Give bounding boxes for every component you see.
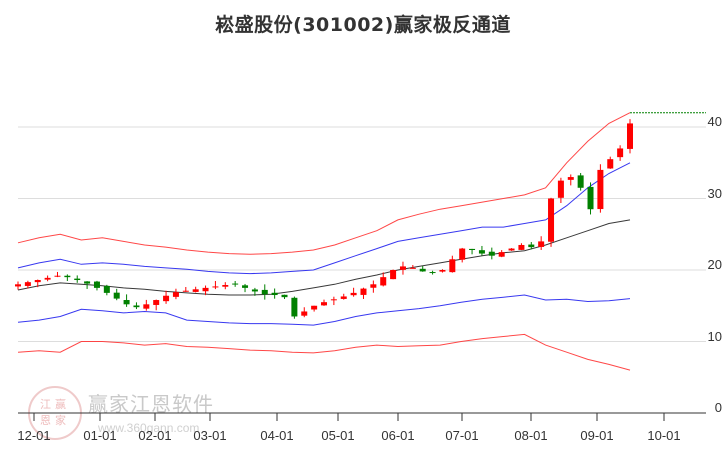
candles [15, 112, 706, 319]
x-tick-label: 02-01 [138, 428, 172, 443]
chart-title: 崧盛股份(301002)赢家极反通道 [215, 14, 511, 36]
x-tick-label: 03-01 [193, 428, 227, 443]
x-tick-label: 06-01 [381, 428, 415, 443]
x-tick-label: 04-01 [260, 428, 294, 443]
x-tick-label: 01-01 [83, 428, 117, 443]
y-tick-label: 30 [707, 185, 722, 201]
y-tick-label: 20 [707, 257, 722, 272]
y-tick-label: 10 [707, 328, 722, 344]
x-axis [18, 412, 706, 421]
x-tick-label: 07-01 [445, 428, 479, 443]
y-tick-label: 0 [714, 400, 722, 415]
channel-bands [17, 112, 631, 371]
x-tick-label: 08-01 [514, 428, 548, 443]
logo-char: 赢 [55, 398, 66, 411]
logo-char: 家 [55, 414, 66, 427]
x-tick-label: 05-01 [321, 428, 355, 443]
x-tick-label: 12-01 [17, 428, 51, 443]
x-tick-label: 10-01 [647, 428, 681, 443]
logo-char: 恩 [40, 414, 51, 427]
watermark-url: www.360gann.com [98, 421, 200, 435]
watermark-text: 赢家江恩软件 [88, 392, 214, 416]
grid-lines [18, 126, 706, 342]
logo-char: 江 [40, 398, 51, 411]
x-tick-label: 09-01 [580, 428, 614, 443]
y-tick-label: 40 [707, 114, 722, 129]
